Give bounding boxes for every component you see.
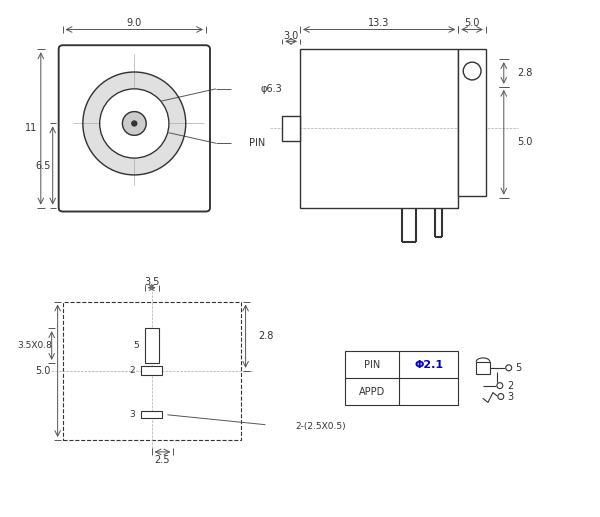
Text: 5: 5 xyxy=(133,341,139,350)
Text: 2: 2 xyxy=(507,381,513,391)
Text: 5: 5 xyxy=(515,363,522,373)
Bar xyxy=(141,412,163,418)
Circle shape xyxy=(132,121,137,126)
Text: 2.8: 2.8 xyxy=(518,68,533,78)
FancyBboxPatch shape xyxy=(59,45,210,211)
Text: 13.3: 13.3 xyxy=(368,18,390,27)
Text: 3.5: 3.5 xyxy=(144,277,159,287)
Bar xyxy=(458,49,486,195)
Circle shape xyxy=(83,72,186,175)
Text: 5.0: 5.0 xyxy=(464,18,480,27)
Text: 2.8: 2.8 xyxy=(259,331,274,341)
Bar xyxy=(141,366,163,375)
Text: 6.5: 6.5 xyxy=(35,160,50,171)
Text: 9.0: 9.0 xyxy=(127,18,142,27)
Bar xyxy=(476,362,490,374)
Text: APPD: APPD xyxy=(359,387,385,397)
Text: PIN: PIN xyxy=(364,360,380,370)
Bar xyxy=(62,301,241,440)
Text: φ6.3: φ6.3 xyxy=(260,84,282,94)
Bar xyxy=(145,328,158,363)
Bar xyxy=(300,49,458,207)
Circle shape xyxy=(463,62,481,80)
Circle shape xyxy=(497,383,503,389)
Bar xyxy=(344,351,458,405)
Circle shape xyxy=(506,365,512,371)
Text: 2: 2 xyxy=(129,366,135,375)
Text: Φ2.1: Φ2.1 xyxy=(414,360,443,370)
Text: 5.0: 5.0 xyxy=(518,137,533,147)
Text: 3: 3 xyxy=(129,410,135,419)
Bar xyxy=(282,116,300,141)
Text: PIN: PIN xyxy=(248,138,265,148)
Text: 11: 11 xyxy=(25,124,37,133)
Text: 3.5X0.8: 3.5X0.8 xyxy=(17,341,52,350)
Text: 5.0: 5.0 xyxy=(35,366,50,376)
Circle shape xyxy=(498,393,504,400)
Circle shape xyxy=(100,89,169,158)
Text: 2-(2.5X0.5): 2-(2.5X0.5) xyxy=(295,422,346,431)
Text: 2.5: 2.5 xyxy=(155,455,170,465)
Circle shape xyxy=(122,112,146,135)
Text: 3.0: 3.0 xyxy=(283,32,299,41)
Text: 3: 3 xyxy=(508,391,514,402)
